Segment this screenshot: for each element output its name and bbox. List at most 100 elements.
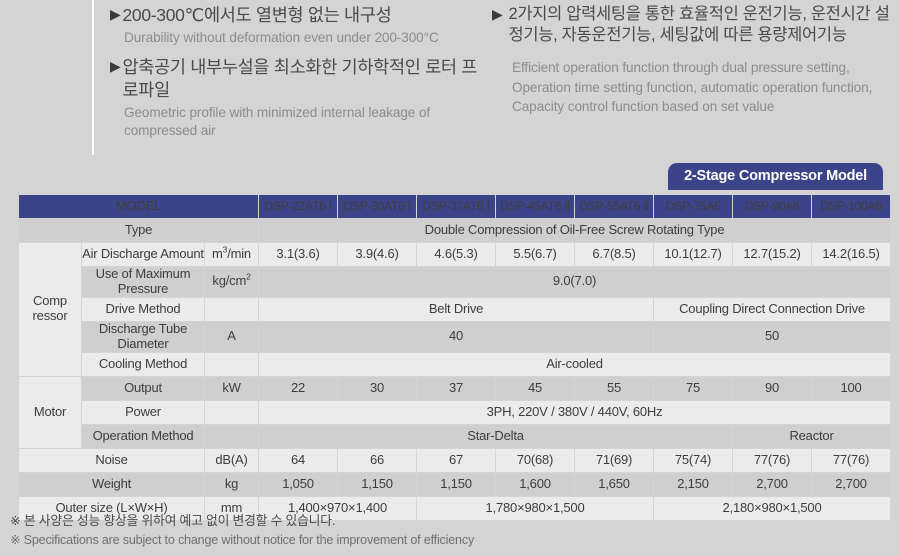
feature-heading: ▶ 2가지의 압력세팅을 통한 효율적인 운전기능, 운전시간 설정기능, 자동… xyxy=(492,4,890,46)
feature-section: ▶ 200-300℃에서도 열변형 없는 내구성 Durability with… xyxy=(0,0,899,158)
row-value-type: Double Compression of Oil-Free Screw Rot… xyxy=(259,219,891,242)
cell-value: 64 xyxy=(259,448,338,472)
table-row: Drive Method Belt Drive Coupling Direct … xyxy=(19,297,891,321)
vertical-divider xyxy=(92,0,94,155)
table-row: Operation Method Star-Delta Reactor xyxy=(19,424,891,448)
group-label-compressor-line1: Comp xyxy=(33,293,67,309)
cell-value: 75 xyxy=(654,376,733,400)
row-label-noise: Noise xyxy=(19,448,204,472)
triangle-bullet-icon: ▶ xyxy=(110,6,121,22)
cell-value: Belt Drive xyxy=(259,297,654,321)
unit-prefix: kg/cm xyxy=(212,273,247,289)
cell-value: 67 xyxy=(417,448,496,472)
row-label-drive-method: Drive Method xyxy=(82,297,204,321)
cell-value: 50 xyxy=(654,321,891,352)
row-label-tube-diameter: Discharge Tube Diameter xyxy=(82,321,204,352)
row-label-output: Output xyxy=(82,376,204,400)
cell-value: 1,400×970×1,400 xyxy=(259,496,417,520)
cell-value: 90 xyxy=(733,376,812,400)
row-unit-outer-size: mm xyxy=(205,496,259,520)
model-column-header: DSP-45AT6 Ⅱ xyxy=(496,195,575,218)
row-unit-power xyxy=(205,400,259,424)
cell-value: 2,700 xyxy=(812,472,891,496)
cell-value: 1,650 xyxy=(575,472,654,496)
table-row: Outer size (L×W×H) mm 1,400×970×1,400 1,… xyxy=(19,496,891,520)
cell-value: 75(74) xyxy=(654,448,733,472)
cell-value: 4.6(5.3) xyxy=(417,243,496,266)
cell-value: 1,150 xyxy=(338,472,417,496)
cell-value: 10.1(12.7) xyxy=(654,243,733,266)
table-row: Noise dB(A) 64 66 67 70(68) 71(69) 75(74… xyxy=(19,448,891,472)
table-row: Use of Maximum Pressure kg/cm2 9.0(7.0) xyxy=(19,266,891,297)
row-unit-drive-method xyxy=(205,297,259,321)
feature-column-left: ▶ 200-300℃에서도 열변형 없는 내구성 Durability with… xyxy=(110,4,480,149)
table-row: Weight kg 1,050 1,150 1,150 1,600 1,650 … xyxy=(19,472,891,496)
cell-value: 45 xyxy=(496,376,575,400)
cell-value: 1,050 xyxy=(259,472,338,496)
group-label-motor: Motor xyxy=(19,376,81,448)
cell-value: 55 xyxy=(575,376,654,400)
unit-superscript: 2 xyxy=(246,272,251,283)
feature-item: ▶ 2가지의 압력세팅을 통한 효율적인 운전기능, 운전시간 설정기능, 자동… xyxy=(492,4,890,116)
row-unit-max-pressure: kg/cm2 xyxy=(205,267,259,297)
feature-title-ko: 200-300℃에서도 열변형 없는 내구성 xyxy=(122,5,392,25)
cell-value: 40 xyxy=(259,321,654,352)
cell-value: 66 xyxy=(338,448,417,472)
model-column-header: DSP-90A6 xyxy=(733,195,812,218)
group-label-compressor-line2: ressor xyxy=(32,308,68,324)
footnotes: ※ 본 사양은 성능 향상을 위하여 예고 없이 변경할 수 있습니다. ※ S… xyxy=(10,511,890,550)
model-column-header: DSP-37AT6 Ⅰ xyxy=(417,195,496,218)
cell-value: 100 xyxy=(812,376,891,400)
table-header-row: MODEL DSP-22AT6 Ⅰ DSP-30AT6 Ⅰ DSP-37AT6 … xyxy=(19,195,891,218)
unit-suffix: /min xyxy=(227,246,251,262)
specification-table-wrapper: MODEL DSP-22AT6 Ⅰ DSP-30AT6 Ⅰ DSP-37AT6 … xyxy=(18,194,892,521)
feature-description-en: Geometric profile with minimized interna… xyxy=(124,105,431,139)
cell-value: 37 xyxy=(417,376,496,400)
row-label-power: Power xyxy=(82,400,204,424)
cell-value: 3.9(4.6) xyxy=(338,243,417,266)
table-row: Power 3PH, 220V / 380V / 440V, 60Hz xyxy=(19,400,891,424)
cell-value: 70(68) xyxy=(496,448,575,472)
row-unit-output: kW xyxy=(205,376,259,400)
feature-item: ▶ 압축공기 내부누설을 최소화한 기하학적인 로터 프로파일 Geometri… xyxy=(110,56,480,140)
feature-item: ▶ 200-300℃에서도 열변형 없는 내구성 Durability with… xyxy=(110,4,480,47)
row-unit-tube-diameter: A xyxy=(205,321,259,352)
feature-description-en: Efficient operation function through dua… xyxy=(512,60,873,114)
footnote-ko: ※ 본 사양은 성능 향상을 위하여 예고 없이 변경할 수 있습니다. xyxy=(10,513,336,528)
cell-value: 2,180×980×1,500 xyxy=(654,496,891,520)
cell-value: 2,700 xyxy=(733,472,812,496)
model-column-header: DSP-55AT6 Ⅱ xyxy=(575,195,654,218)
cell-value: 22 xyxy=(259,376,338,400)
row-unit-noise: dB(A) xyxy=(205,448,259,472)
cell-value: 71(69) xyxy=(575,448,654,472)
row-unit-weight: kg xyxy=(205,472,259,496)
table-row: Comp ressor Air Discharge Amount m3/min 3… xyxy=(19,243,891,376)
cell-value: Coupling Direct Connection Drive xyxy=(654,297,891,321)
table-row: Discharge Tube Diameter A 40 50 xyxy=(19,321,891,352)
row-label-operation-method: Operation Method xyxy=(82,424,204,448)
stage-compressor-badge: 2-Stage Compressor Model xyxy=(668,163,883,190)
cell-value: 3PH, 220V / 380V / 440V, 60Hz xyxy=(259,400,891,424)
row-unit-cooling-method xyxy=(205,352,259,376)
cell-value: 1,150 xyxy=(417,472,496,496)
table-row: Motor Output kW 22 30 37 45 55 75 90 100 xyxy=(19,376,891,448)
cell-value: 6.7(8.5) xyxy=(575,243,654,266)
cell-value: 30 xyxy=(338,376,417,400)
cell-value: 77(76) xyxy=(733,448,812,472)
table-row: Cooling Method Air-cooled xyxy=(19,352,891,376)
cell-value: 1,780×980×1,500 xyxy=(417,496,654,520)
model-column-header: DSP-100A6 xyxy=(812,195,891,218)
feature-title-ko: 압축공기 내부누설을 최소화한 기하학적인 로터 프로파일 xyxy=(122,57,478,100)
row-label-outer-size: Outer size (L×W×H) xyxy=(19,496,204,520)
table-row: Type Double Compression of Oil-Free Scre… xyxy=(19,219,891,242)
row-label-cooling-method: Cooling Method xyxy=(82,352,204,376)
model-column-header: DSP-75A6 xyxy=(654,195,733,218)
row-label-max-pressure: Use of Maximum Pressure xyxy=(82,266,204,297)
feature-description-en: Durability without deformation even unde… xyxy=(124,30,439,46)
cell-value: 9.0(7.0) xyxy=(259,267,891,297)
feature-column-right: ▶ 2가지의 압력세팅을 통한 효율적인 운전기능, 운전시간 설정기능, 자동… xyxy=(492,4,890,125)
model-column-header: DSP-22AT6 Ⅰ xyxy=(259,195,338,218)
row-label-weight: Weight xyxy=(19,472,204,496)
row-label-air-discharge: Air Discharge Amount xyxy=(82,243,204,266)
